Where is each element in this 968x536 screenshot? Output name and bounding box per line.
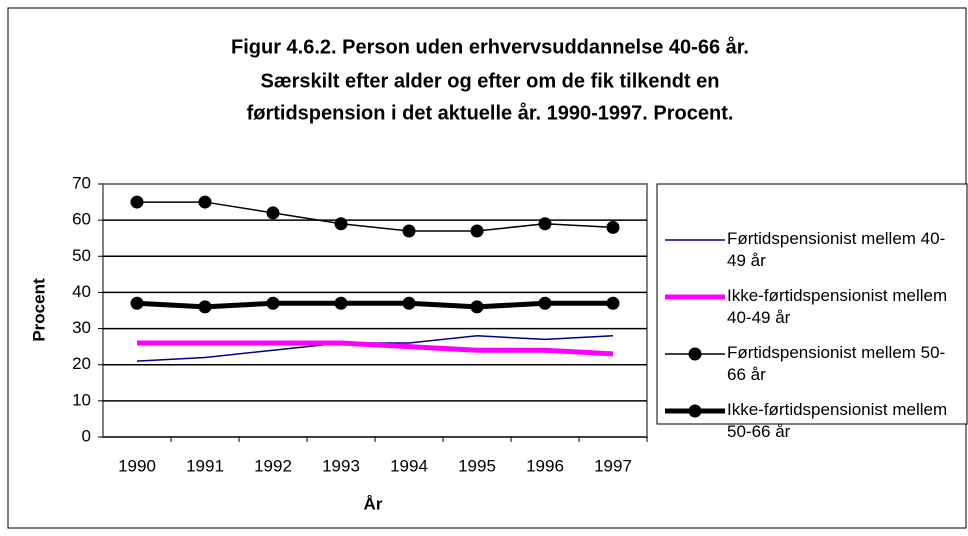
x-tick-label: 1996 (526, 456, 564, 475)
chart-title: Særskilt efter alder og efter om de fik … (260, 70, 719, 92)
y-tick-label: 60 (72, 210, 91, 229)
legend-label: Ikke-førtidspensionist mellem 50-66 år (727, 400, 948, 441)
marker (266, 296, 280, 310)
y-tick-label: 70 (72, 173, 91, 192)
marker (606, 220, 620, 234)
x-tick-label: 1990 (118, 456, 156, 475)
y-tick-label: 40 (72, 282, 91, 301)
marker (198, 300, 212, 314)
legend-box (656, 183, 968, 425)
marker (402, 296, 416, 310)
x-tick-label: 1993 (322, 456, 360, 475)
marker (334, 217, 348, 231)
marker (334, 296, 348, 310)
marker (470, 224, 484, 238)
marker (538, 217, 552, 231)
plot-area (102, 183, 648, 438)
x-tick-label: 1997 (594, 456, 632, 475)
marker (266, 206, 280, 220)
marker (538, 296, 552, 310)
x-tick-label: 1992 (254, 456, 292, 475)
chart-title: Figur 4.6.2. Person uden erhvervsuddanne… (231, 35, 749, 58)
legend-label: Førtidspensionist mellem 50-66 år (727, 343, 946, 384)
marker (130, 195, 144, 209)
legend-label: Ikke-førtidspensionist mellem 40-49 år (727, 286, 948, 327)
legend-marker (688, 347, 702, 361)
chart-title: førtidspension i det aktuelle år. 1990-1… (247, 101, 734, 124)
legend-label: Førtidspensionist mellem 40-49 år (727, 229, 946, 270)
marker (606, 296, 620, 310)
marker (198, 195, 212, 209)
x-tick-label: 1991 (186, 456, 224, 475)
series-line (136, 300, 613, 310)
marker (402, 224, 416, 238)
x-axis-label: År (364, 494, 383, 513)
marker (130, 296, 144, 310)
y-axis-label: Procent (29, 278, 48, 342)
series-line (137, 201, 614, 232)
x-tick-label: 1995 (458, 456, 496, 475)
marker (470, 300, 484, 314)
y-tick-label: 10 (72, 390, 91, 409)
legend-marker (688, 404, 702, 418)
y-tick-label: 0 (82, 426, 91, 445)
y-tick-label: 30 (72, 318, 91, 337)
x-tick-label: 1994 (390, 456, 428, 475)
series-line (137, 340, 614, 357)
y-tick-label: 20 (72, 354, 91, 373)
y-tick-label: 50 (72, 246, 91, 265)
